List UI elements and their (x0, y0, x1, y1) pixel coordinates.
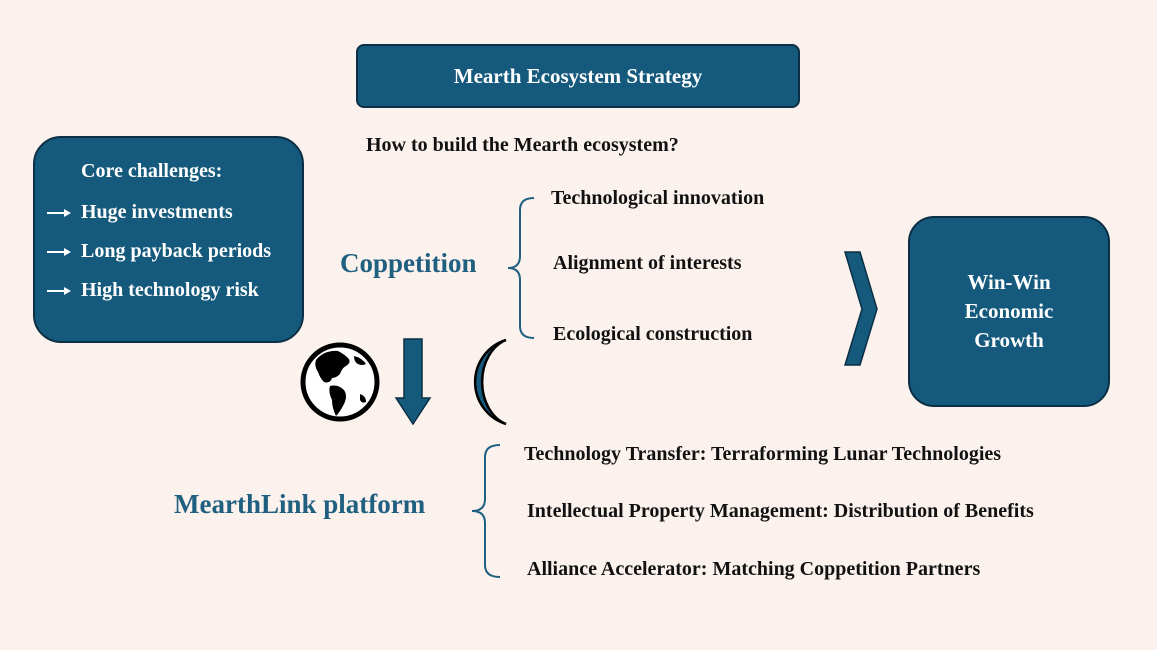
coppetition-brace (507, 197, 535, 339)
challenge-label: Long payback periods (81, 240, 272, 262)
arrow-right-icon (47, 286, 71, 295)
challenge-item: Huge investments (47, 201, 233, 224)
branch-item: Technological innovation (551, 187, 765, 209)
platform-item: Technology Transfer: Terraforming Lunar … (524, 443, 1002, 465)
challenge-item: High technology risk (47, 279, 259, 302)
globe-icon (300, 342, 380, 422)
outcome-box: Win-Win Economic Growth (908, 216, 1110, 407)
arrow-right-icon (47, 247, 71, 256)
platform-label: MearthLink platform (174, 489, 426, 519)
title-box: Mearth Ecosystem Strategy (356, 44, 800, 108)
question-text: How to build the Mearth ecosystem? (366, 134, 679, 156)
branch-item: Alignment of interests (553, 252, 742, 274)
platform-item: Intellectual Property Management: Distri… (527, 500, 1034, 522)
moon-icon (473, 338, 507, 426)
title-text: Mearth Ecosystem Strategy (453, 63, 703, 88)
down-arrow-icon (394, 338, 432, 426)
platform-brace (471, 444, 501, 578)
arrow-right-icon (47, 208, 71, 217)
coppetition-label: Coppetition (340, 248, 477, 278)
branch-item: Ecological construction (553, 323, 753, 345)
challenges-heading: Core challenges: (81, 160, 223, 182)
challenges-box: Core challenges: Huge investments Long p… (33, 136, 304, 343)
challenge-item: Long payback periods (47, 240, 271, 263)
challenge-label: Huge investments (81, 201, 233, 223)
platform-item: Alliance Accelerator: Matching Coppetiti… (527, 558, 981, 580)
challenge-label: High technology risk (81, 279, 259, 301)
chevron-right-icon (843, 251, 878, 366)
